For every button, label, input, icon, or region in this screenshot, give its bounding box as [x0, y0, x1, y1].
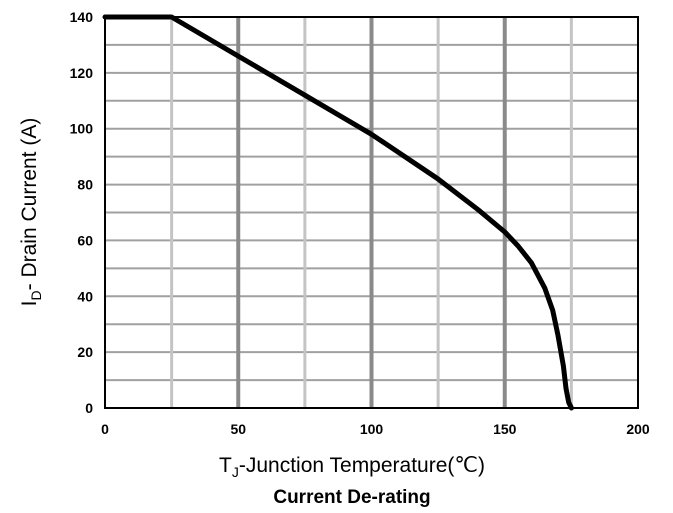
- x-tick-label: 200: [626, 421, 650, 437]
- x-tick-label: 50: [230, 421, 246, 437]
- y-tick-label: 40: [77, 288, 93, 304]
- x-axis-title: TJ-Junction Temperature(℃): [219, 454, 485, 480]
- chart-title: Current De-rating: [273, 487, 430, 508]
- series-line: [102, 14, 574, 411]
- x-tick-label: 150: [493, 421, 517, 437]
- x-tick-label: 100: [360, 421, 384, 437]
- y-tick-label: 0: [85, 400, 93, 416]
- y-tick-labels: 0 20 40 60 80 100 120 140: [70, 9, 94, 416]
- y-tick-label: 120: [70, 65, 94, 81]
- x-tick-label: 0: [101, 421, 109, 437]
- y-tick-label: 20: [77, 344, 93, 360]
- y-axis-title: ID- Drain Current (A): [18, 118, 44, 307]
- y-tick-label: 80: [77, 177, 93, 193]
- y-tick-label: 140: [70, 9, 94, 25]
- x-tick-labels: 0 50 100 150 200: [101, 421, 650, 437]
- y-tick-label: 100: [70, 121, 94, 137]
- plot-frame: [104, 16, 639, 409]
- grid: [105, 17, 638, 408]
- y-tick-label: 60: [77, 232, 93, 248]
